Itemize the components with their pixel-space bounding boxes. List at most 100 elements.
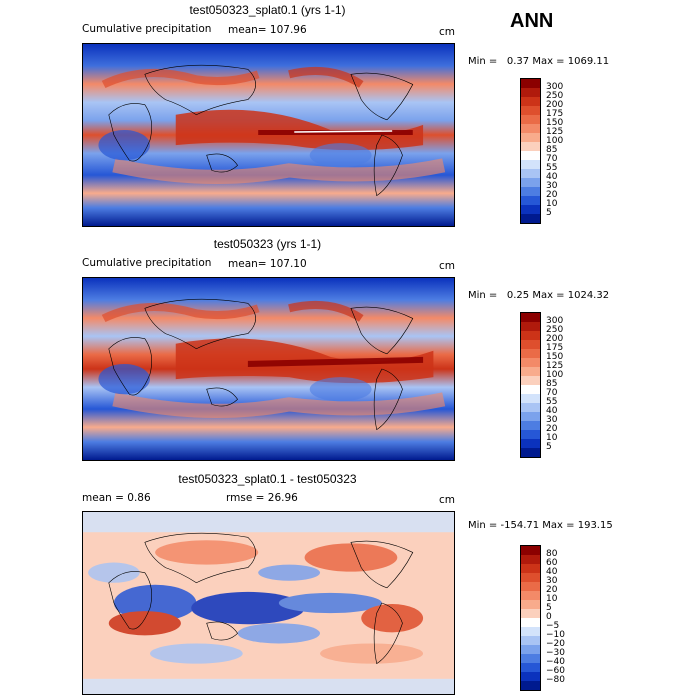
field-label: Cumulative precipitation: [82, 257, 212, 269]
mean-value: 0.86: [127, 492, 151, 504]
colorbar-label: 55: [546, 397, 558, 407]
colorbar-swatch: [521, 672, 540, 681]
colorbar-label: 5: [546, 603, 552, 613]
colorbar-label: 40: [546, 172, 558, 182]
panel-title: test050323 (yrs 1-1): [213, 237, 322, 251]
colorbar-label: −80: [546, 675, 565, 685]
mean-label: mean = 0.86: [82, 492, 151, 504]
colorbar-swatch: [521, 681, 540, 690]
colorbar-swatch: [521, 439, 540, 448]
colorbar-label: 0: [546, 612, 552, 622]
colorbar-swatch: [521, 187, 540, 196]
colorbar-label: 100: [546, 370, 564, 380]
field-label: Cumulative precipitation: [82, 23, 212, 35]
min-value: -154.71: [500, 520, 540, 531]
colorbar-swatch: [521, 358, 540, 367]
units-label: cm: [439, 26, 456, 38]
colorbar-label: 60: [546, 558, 558, 568]
colorbar-label: −60: [546, 666, 565, 676]
colorbar-label: 70: [546, 154, 558, 164]
colorbar-label: 30: [546, 415, 558, 425]
colorbar-swatch: [521, 636, 540, 645]
colorbar-swatch: [521, 79, 540, 88]
max-value: 1069.11: [567, 56, 610, 67]
colorbar-label: −30: [546, 648, 565, 658]
map-field: [83, 278, 454, 460]
colorbar-swatch: [521, 196, 540, 205]
colorbar-swatch: [521, 205, 540, 214]
max-value: 1024.32: [567, 290, 610, 301]
colorbar-label: 250: [546, 91, 564, 101]
colorbar-label: 100: [546, 136, 564, 146]
max-value: 193.15: [577, 520, 613, 531]
colorbar-swatch: [521, 421, 540, 430]
min-value: 0.37: [506, 56, 530, 67]
colorbar-label: 300: [546, 82, 564, 92]
colorbar-label: 175: [546, 109, 564, 119]
min-max-readout: Min = 0.25 Max = 1024.32: [468, 290, 610, 301]
colorbar-label: 175: [546, 343, 564, 353]
colorbar-label: 200: [546, 334, 564, 344]
colorbar-label: 150: [546, 118, 564, 128]
colorbar-swatch: [521, 645, 540, 654]
colorbar-label: 20: [546, 190, 558, 200]
colorbar-swatch: [521, 600, 540, 609]
map-field: [83, 512, 454, 694]
colorbar-swatch: [521, 169, 540, 178]
colorbar-swatch: [521, 97, 540, 106]
colorbar-label: −10: [546, 630, 565, 640]
colorbar-swatch: [521, 403, 540, 412]
colorbar-label: 125: [546, 127, 564, 137]
colorbar-label: 300: [546, 316, 564, 326]
colorbar-swatch: [521, 582, 540, 591]
colorbar-swatch: [521, 322, 540, 331]
colorbar-swatches: [520, 312, 541, 458]
mean-value: 107.10: [269, 258, 307, 270]
season-label: ANN: [510, 10, 554, 32]
colorbar-swatch: [521, 214, 540, 223]
colorbar-label: 30: [546, 181, 558, 191]
colorbar-swatch: [521, 385, 540, 394]
colorbar-label: 55: [546, 163, 558, 173]
colorbar-swatches: [520, 78, 541, 224]
colorbar-label: −5: [546, 621, 560, 631]
colorbar-swatch: [521, 618, 540, 627]
colorbar-label: −20: [546, 639, 565, 649]
colorbar: 80 60 40 30 20 10 5 0 −5 −10 −20 −30 −40 −60 −80: [520, 545, 565, 691]
colorbar-swatch: [521, 609, 540, 618]
colorbar-label: 40: [546, 567, 558, 577]
colorbar-label: 10: [546, 433, 558, 443]
colorbar-swatch: [521, 115, 540, 124]
colorbar-swatch: [521, 133, 540, 142]
colorbar: 300 250 200 175 150 125 100 85 70 55 40 30 20 10 5: [520, 312, 563, 458]
colorbar-label: −40: [546, 657, 565, 667]
mean-label: mean= 107.10: [228, 258, 307, 270]
colorbar-label: 80: [546, 549, 558, 559]
colorbar-swatch: [521, 448, 540, 457]
colorbar-label: 200: [546, 100, 564, 110]
precip-map: [82, 43, 455, 227]
colorbar-label: 40: [546, 406, 558, 416]
colorbar-label: 70: [546, 388, 558, 398]
colorbar-swatch: [521, 331, 540, 340]
colorbar-swatch: [521, 663, 540, 672]
colorbar-swatch: [521, 340, 540, 349]
colorbar-swatch: [521, 124, 540, 133]
colorbar-label: 250: [546, 325, 564, 335]
colorbar-swatch: [521, 627, 540, 636]
colorbar-swatch: [521, 142, 540, 151]
colorbar-swatch: [521, 412, 540, 421]
colorbar-swatch: [521, 591, 540, 600]
mean-value: 107.96: [269, 24, 307, 36]
precip-map: [82, 277, 455, 461]
colorbar-swatch: [521, 313, 540, 322]
colorbar-label: 5: [546, 442, 552, 452]
min-value: 0.25: [506, 290, 530, 301]
min-max-readout: Min = -154.71 Max = 193.15: [468, 520, 613, 531]
colorbar-swatch: [521, 654, 540, 663]
units-label: cm: [439, 494, 456, 506]
colorbar-swatch: [521, 564, 540, 573]
colorbar-swatch: [521, 555, 540, 564]
colorbar-swatch: [521, 430, 540, 439]
colorbar-swatch: [521, 106, 540, 115]
